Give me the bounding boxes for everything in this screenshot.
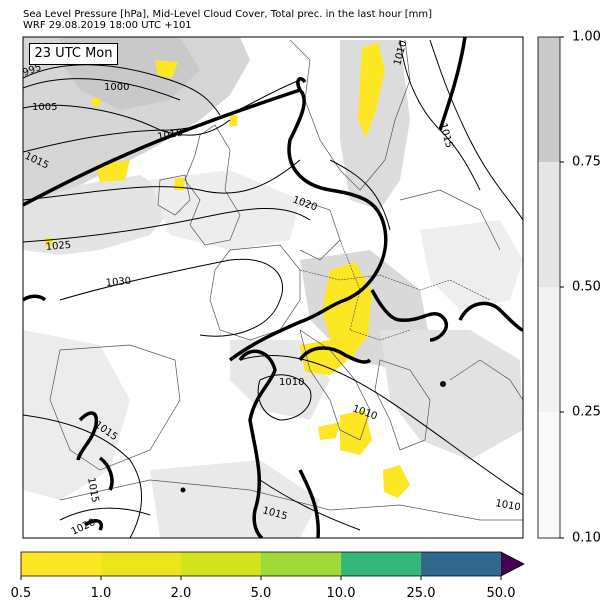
precip-bar-band-2 [101,552,181,576]
isobar-line-1010-a [23,79,301,153]
precip-bar-band-1 [21,552,101,576]
cloud-tick-label-4: 0.25 [572,404,601,420]
precip-cell-2 [229,115,238,126]
precip-cell-3 [92,98,100,106]
model-run-subtitle: WRF 29.08.2019 18:00 UTC +101 [23,20,192,31]
coastline-ireland [157,174,191,216]
precip-tyrrhenian [318,422,340,440]
precip-tick-label-3: 2.0 [170,586,192,601]
coastlines-layer [49,39,523,521]
coastline-balkans [374,359,431,451]
isobar-line-1005 [23,104,231,136]
isobar-line-1015-south [259,479,361,531]
cloud-cover-colorbar [537,36,564,539]
coastline-north-africa [59,479,523,521]
precip-bar-band-5 [341,552,421,576]
isobar-1015-iberia-tail [98,456,114,491]
coastline-france [209,244,301,341]
isobar-1015-atlantic-stub [23,294,47,302]
isobar-line-1020-southwest [59,507,151,521]
precip-tick-label-4: 5.0 [250,586,272,601]
precip-tick-label-2: 1.0 [90,586,112,601]
precip-bar-band-6 [421,552,501,576]
valid-time-badge: 23 UTC Mon [29,43,118,65]
cloud-area-balkans [380,330,523,460]
isobar-1015-dot-africa [180,487,186,493]
chart-title: Sea Level Pressure [hPa], Mid-Level Clou… [23,9,433,20]
isobar-label-1015-d: 1015 [85,477,100,504]
cloud-area-atlantic [23,175,180,255]
cloud-tick-label-5: 0.10 [572,530,601,546]
isobar-label-1005: 1005 [32,102,57,113]
isobar-label-1030: 1030 [105,276,131,289]
isobar-1015-libya [298,469,320,538]
isobar-1015-main [23,87,388,362]
precip-ionian [383,465,410,498]
coastline-iberia [49,344,181,471]
cloud-bar-band-2 [538,162,560,287]
precip-bar-band-4 [261,552,341,576]
precip-tick-label-6: 25.0 [406,586,436,601]
isobar-1015-iberia [76,411,99,461]
precip-tick-label-1: 0.5 [10,586,32,601]
isobar-line-1010-south [239,355,523,496]
isobar-line-1030 [59,258,283,337]
isobar-1015-carpathian [370,289,448,342]
coastline-baltic [399,189,501,251]
isobar-1015-east [458,301,523,332]
coastline-italy [299,329,371,441]
isobar-label-1010-e: 1010 [494,498,521,513]
coastline-scandinavia [289,39,411,191]
isobar-1015-hook [296,77,307,91]
isobar-1015-west-med [238,349,277,538]
isobar-line-1020-north [23,159,301,201]
isobar-line-1010-low [257,374,312,421]
isobar-label-1010-c: 1010 [279,377,304,388]
cloud-area-north-africa [150,460,320,538]
precipitation-layer [45,42,410,498]
isobar-label-1010-a: 1010 [157,128,184,143]
precip-bar-band-3 [181,552,261,576]
precip-colorbar [20,551,525,580]
precip-cell-1 [174,178,185,190]
border-central-europe [299,269,491,301]
precip-bar-frame [20,551,525,577]
isobar-line-1025 [23,207,311,243]
cloud-bar-band-1 [538,37,560,162]
isobar-label-1025: 1025 [45,240,71,253]
isobar-line-1020-baltic [329,159,391,231]
precip-bar-extend-arrow [501,552,524,576]
isobar-line-1015-north [429,39,523,221]
precip-alps [322,262,372,360]
cloud-bar-band-4 [538,412,560,538]
isobar-line-995 [23,64,221,116]
isobar-1015-adriatic [298,346,372,364]
isobar-1015-africa-stub [83,519,103,531]
isobar-1015-dot [440,381,446,387]
coastline-black-sea [449,359,523,401]
isobar-line-1015-west [23,414,143,538]
map-field: 995 1000 1005 1010 1015 1010 1015 1020 1… [23,37,523,538]
precip-south-italy [340,410,372,455]
cloud-bar-band-3 [538,287,560,412]
isobars-thin [23,39,523,538]
map-frame [22,36,524,539]
cloud-area-east-europe [420,220,523,310]
precip-scandinavia [358,42,385,138]
precip-atlantic-north [155,60,178,78]
cloud-tick-label-2: 0.75 [572,154,601,170]
cloud-area-scandinavia [340,40,410,210]
cloud-area-north-sea [150,170,300,250]
coastline-great-britain [184,124,241,246]
isobar-1015-thick [23,37,523,538]
cloud-tick-label-3: 0.50 [572,279,601,295]
precip-tick-label-5: 10.0 [326,586,356,601]
cloud-area-iberia [23,330,130,500]
cloud-tick-label-1: 1.00 [572,29,601,45]
isobar-label-1000: 1000 [104,82,129,93]
precip-tick-label-7: 50.0 [486,586,516,601]
isobar-line-1000 [23,78,181,101]
isobar-1015-north-east [438,37,467,131]
